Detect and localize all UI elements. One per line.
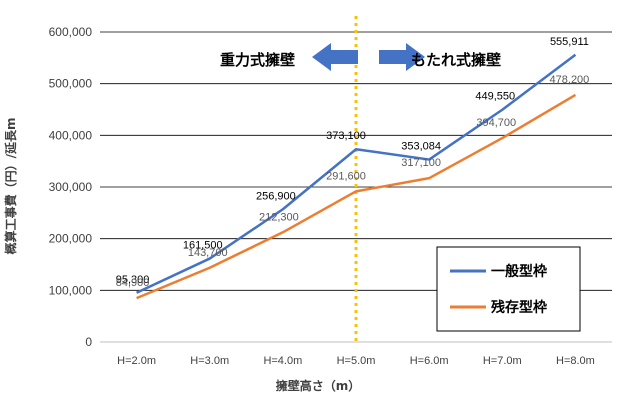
y-axis-title: 概算工事費（円）/延長m [3,118,18,255]
series-lines [136,53,577,300]
x-tick-label: H=8.0m [556,355,595,367]
y-tick-label: 500,000 [49,77,93,91]
y-tick-label: 300,000 [49,180,93,194]
left-arrow-icon [312,43,358,71]
legend-box [436,246,581,332]
y-tick-label: 0 [85,335,92,349]
data-label-series-1: 353,084 [401,141,441,153]
x-axis-title: 擁壁高さ（m） [276,378,361,393]
data-label-series-1: 256,900 [256,190,296,202]
data-label-series-2: 291,600 [326,170,366,182]
right-wall-type-label: もたれ式擁壁 [411,51,501,69]
left-wall-type-label: 重力式擁壁 [220,51,295,69]
x-axis-ticks: H=2.0m H=3.0m H=4.0m H=5.0m H=6.0m H=7.0m H=8.… [117,355,595,367]
data-labels: 95,300 161,500 256,900 373,100 353,084 449,55… [116,36,590,289]
legend-label-series-1: 一般型枠 [491,263,547,280]
data-label-series-1: 161,500 [183,240,223,252]
data-label-series-1: 95,300 [116,274,150,286]
data-label-series-2: 478,200 [550,74,590,86]
x-tick-label: H=7.0m [483,355,522,367]
data-label-series-2: 143,700 [188,247,228,259]
legend: 一般型枠 残存型枠 [436,246,581,332]
x-tick-label: H=3.0m [190,355,229,367]
data-label-series-2: 317,100 [401,157,441,169]
x-tick-label: H=6.0m [410,355,449,367]
right-arrow-icon [379,43,425,71]
data-label-series-2: 84,900 [116,277,150,289]
x-tick-label: H=5.0m [337,355,376,367]
x-tick-label: H=4.0m [263,355,302,367]
data-label-series-2: 394,700 [476,117,516,129]
y-axis-ticks: 0 100,000 200,000 300,000 400,000 500,000 600,… [49,25,93,349]
data-label-series-2: 212,300 [259,211,299,223]
y-tick-label: 400,000 [49,128,93,142]
series-line-2 [136,93,577,300]
legend-label-series-2: 残存型枠 [491,299,547,316]
data-label-series-1: 555,911 [550,36,589,48]
data-label-series-1: 449,550 [475,91,515,103]
y-tick-label: 100,000 [49,283,93,297]
series-line-1 [136,53,577,294]
y-tick-label: 200,000 [49,232,93,246]
wall-type-annotations: 重力式擁壁 もたれ式擁壁 [220,43,501,71]
x-tick-label: H=2.0m [117,355,156,367]
data-label-series-1: 373,100 [326,130,366,142]
y-tick-label: 600,000 [49,25,93,39]
